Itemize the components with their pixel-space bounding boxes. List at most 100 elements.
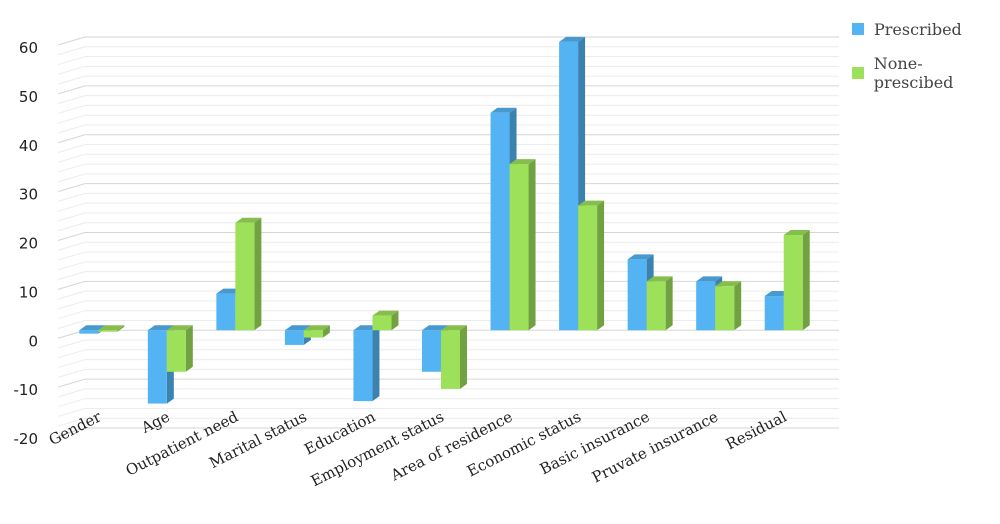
bar-none-prescibed-9 [715, 281, 742, 331]
bar-front [646, 281, 666, 331]
grid-line-diag [57, 163, 86, 173]
bar-top [559, 36, 586, 42]
grid-line-diag [57, 388, 86, 398]
bar-top [422, 325, 448, 331]
grid-line-diag [57, 56, 86, 66]
grid-line-diag [57, 144, 86, 154]
bar-top [696, 276, 723, 282]
legend: Prescribed None-prescibed [852, 16, 1000, 104]
bar-front [303, 330, 323, 338]
grid-line-diag [57, 339, 86, 349]
grid-line-diag [57, 251, 86, 261]
y-axis: -20 -10 0 10 20 30 40 50 60 [14, 39, 39, 448]
bar-top [578, 200, 605, 206]
bars [79, 36, 810, 404]
bar-top [98, 325, 125, 331]
grid-line-diag [57, 290, 86, 300]
y-tick-label: 50 [19, 88, 38, 106]
bar-top [627, 254, 654, 260]
bar-none-prescibed-7 [578, 200, 605, 331]
bar-side [597, 200, 605, 331]
grid-line-diag [57, 427, 86, 437]
grid-line-diag [57, 407, 86, 417]
grid-line-diag [57, 280, 86, 290]
bar-top [79, 325, 106, 331]
bar-side [802, 229, 810, 331]
grid-line-diag [57, 368, 86, 378]
bar-front [422, 330, 441, 372]
grid-line-diag [57, 378, 86, 388]
grid-line-diag [57, 85, 86, 95]
legend-item-prescribed: Prescribed [852, 16, 1000, 42]
bar-side [391, 310, 399, 331]
bar-none-prescibed-1 [166, 325, 193, 372]
grid-line-diag [57, 104, 86, 114]
bar-front [783, 234, 803, 331]
grid-line-diag [57, 124, 86, 134]
grid-line-diag [57, 202, 86, 212]
bar-side [460, 325, 467, 389]
bar-none-prescibed-5 [441, 325, 467, 389]
grid-line-diag [57, 134, 86, 144]
bar-top [303, 325, 330, 331]
bar-none-prescibed-8 [646, 276, 673, 331]
legend-label-prescribed: Prescribed [874, 19, 962, 39]
legend-item-none-prescribed: None-prescibed [852, 54, 1000, 92]
bar-front [353, 330, 373, 402]
legend-swatch-prescribed [852, 23, 864, 35]
bar-top [490, 107, 517, 113]
bar-front [490, 112, 510, 331]
y-tick-label: -10 [14, 381, 39, 399]
bar-front [509, 164, 529, 331]
bar-front [627, 259, 647, 331]
grid-line-diag [57, 212, 86, 222]
y-tick-label: 40 [19, 137, 38, 155]
x-category-label: Residual [723, 407, 790, 453]
bar-front [79, 330, 99, 334]
grid-line-diag [57, 359, 86, 369]
grid-line-diag [57, 271, 86, 281]
bar-top [646, 276, 673, 282]
grid-line-diag [57, 310, 86, 320]
bar-front [98, 330, 118, 332]
bar-top [441, 325, 467, 331]
y-tick-label: 20 [19, 235, 38, 253]
legend-label-none-prescribed: None-prescibed [873, 54, 954, 92]
bar-side [117, 325, 125, 332]
bar-front [284, 330, 304, 345]
bar-top [235, 217, 262, 223]
bar-top [509, 159, 536, 165]
grid-line-diag [57, 153, 86, 163]
y-tick-label: 60 [19, 39, 38, 57]
legend-swatch-none-prescribed [852, 67, 864, 79]
grid-line-diag [57, 398, 86, 408]
bar-front [441, 330, 460, 389]
grid-line-diag [57, 349, 86, 359]
bar-none-prescibed-3 [303, 325, 330, 338]
bar-front [764, 296, 784, 331]
grid-line-diag [57, 36, 86, 46]
bar-none-prescibed-2 [235, 217, 262, 331]
y-tick-label: 0 [28, 332, 38, 350]
bar-front [696, 281, 716, 331]
bar-side [734, 281, 742, 331]
bar-front [715, 286, 735, 331]
grid-line-diag [57, 192, 86, 202]
bar-none-prescibed-10 [783, 229, 810, 331]
bar-side [665, 276, 673, 331]
bar-side [185, 325, 193, 372]
y-tick-label: 10 [19, 283, 38, 301]
grid-line-diag [57, 300, 86, 310]
bar-front [578, 205, 598, 331]
bar-front [166, 330, 186, 372]
grid-line-diag [57, 261, 86, 271]
bar-prescribed-4 [353, 325, 380, 402]
bar-front [559, 41, 579, 331]
grid-line-diag [57, 173, 86, 183]
grid-line-diag [57, 114, 86, 124]
grid-line-diag [57, 75, 86, 85]
bar-side [254, 217, 262, 331]
y-tick-label: 30 [19, 186, 38, 204]
grid-line-diag [57, 241, 86, 251]
